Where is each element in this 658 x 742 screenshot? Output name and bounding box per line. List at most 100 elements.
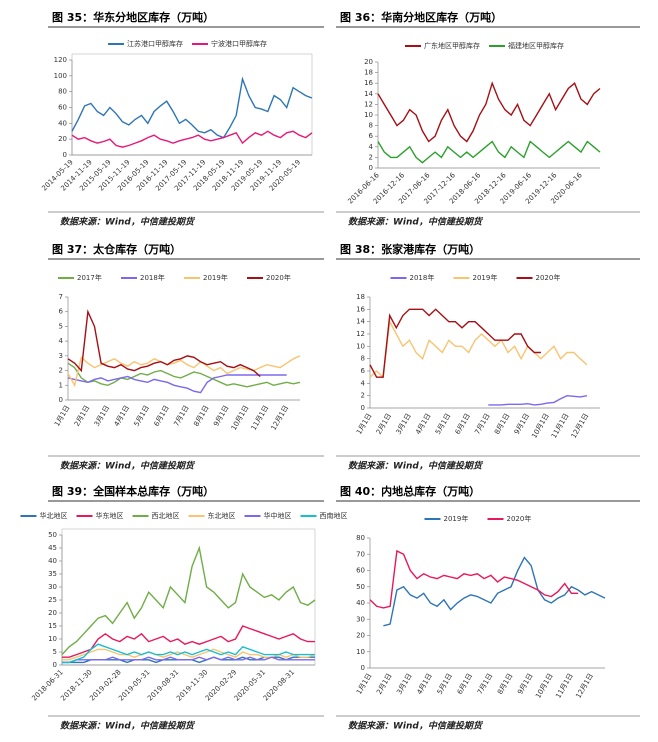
series-line: [377, 81, 601, 143]
y-tick-label: 0: [59, 396, 63, 404]
legend-label: 华中地区: [264, 511, 292, 520]
y-tick-label: 40: [356, 599, 365, 607]
x-tick-label: 3月1日: [93, 404, 111, 428]
x-tick-label: 12月1日: [270, 404, 291, 432]
y-tick-label: 0: [361, 664, 365, 672]
y-tick-label: 8: [361, 355, 365, 363]
y-tick-label: 6: [369, 132, 374, 140]
y-tick-label: 40: [48, 557, 57, 565]
x-tick-label: 9月1日: [516, 672, 534, 696]
x-tick-label: 2月1日: [73, 404, 91, 428]
source-note: 数据来源：Wind，中信建投期货: [348, 217, 484, 228]
x-tick-label: 10月1日: [530, 412, 551, 440]
y-tick-label: 60: [356, 567, 365, 575]
source-note: 数据来源：Wind，中信建投期货: [60, 721, 196, 732]
y-tick-label: 3: [59, 352, 63, 360]
x-tick-label: 8月1日: [496, 672, 514, 696]
y-tick-label: 10: [356, 648, 365, 656]
y-tick-label: 120: [54, 56, 67, 64]
x-tick-label: 10月1日: [230, 404, 251, 432]
y-tick-label: 4: [59, 337, 64, 345]
legend-label: 广东地区甲醇库存: [424, 41, 480, 50]
chart-title: 图 35：华东分地区库存（万吨）: [52, 10, 214, 24]
legend-label: 西北地区: [152, 511, 180, 520]
legend-label: 2019年: [203, 273, 228, 282]
x-tick-label: 6月1日: [153, 404, 171, 428]
y-tick-label: 14: [356, 318, 365, 326]
x-tick-label: 3月1日: [395, 412, 413, 436]
legend-label: 2020年: [507, 514, 532, 523]
series-line: [71, 130, 313, 148]
x-tick-label: 8月1日: [493, 412, 511, 436]
x-tick-label: 7月1日: [172, 404, 190, 428]
x-tick-label: 9月1日: [513, 412, 531, 436]
y-tick-label: 40: [58, 119, 67, 127]
legend-label: 2018年: [140, 273, 165, 282]
y-tick-label: 20: [364, 58, 373, 66]
legend-label: 2019年: [444, 514, 469, 523]
y-tick-label: 30: [356, 615, 365, 623]
y-tick-label: 6: [361, 367, 366, 375]
legend-label: 华东地区: [96, 511, 124, 520]
legend-label: 2018年: [410, 273, 435, 282]
legend-label: 2020年: [266, 273, 291, 282]
y-tick-label: 8: [369, 122, 373, 130]
y-tick-label: 4: [369, 143, 374, 151]
series-line: [67, 355, 301, 388]
y-tick-label: 12: [364, 100, 373, 108]
y-tick-label: 7: [59, 293, 63, 301]
chart-title: 图 37：太仓库存（万吨）: [52, 242, 181, 256]
legend-label: 江苏港口甲醇库存: [127, 39, 183, 48]
y-tick-label: 1: [59, 381, 63, 389]
chart-title: 图 40：内地总库存（万吨）: [340, 484, 480, 498]
x-tick-label: 4月1日: [414, 412, 432, 436]
y-tick-label: 80: [58, 88, 67, 96]
y-tick-label: 14: [364, 90, 373, 98]
y-tick-label: 60: [58, 104, 67, 112]
x-tick-label: 1月1日: [53, 404, 71, 428]
y-tick-label: 15: [48, 622, 57, 630]
y-tick-label: 0: [63, 151, 67, 159]
series-line: [62, 625, 315, 658]
y-tick-label: 35: [48, 570, 57, 578]
y-tick-label: 2: [59, 367, 63, 375]
x-tick-label: 6月1日: [456, 672, 474, 696]
series-line: [62, 656, 315, 664]
x-tick-label: 3月1日: [395, 672, 413, 696]
x-tick-label: 7月1日: [476, 672, 494, 696]
chart-title: 图 39：全国样本总库存（万吨）: [52, 484, 214, 498]
y-tick-label: 4: [361, 379, 366, 387]
chart-title: 图 38：张家港库存（万吨）: [340, 242, 480, 256]
y-tick-label: 100: [54, 72, 67, 80]
legend-label: 宁波港口甲醇库存: [211, 39, 267, 48]
series-line: [67, 309, 261, 378]
x-tick-label: 11月1日: [250, 404, 271, 432]
source-note: 数据来源：Wind，中信建投期货: [348, 461, 484, 472]
y-tick-label: 70: [356, 550, 365, 558]
x-tick-label: 6月1日: [454, 412, 472, 436]
legend-label: 东北地区: [208, 511, 236, 520]
y-tick-label: 20: [356, 632, 365, 640]
x-tick-label: 10月1日: [534, 672, 555, 700]
y-tick-label: 5: [59, 322, 63, 330]
x-tick-label: 5月1日: [434, 412, 452, 436]
y-tick-label: 50: [356, 583, 365, 591]
y-tick-label: 10: [364, 111, 373, 119]
x-tick-label: 9月1日: [212, 404, 230, 428]
series-line: [369, 549, 579, 609]
y-tick-label: 10: [48, 635, 57, 643]
y-tick-label: 0: [361, 404, 365, 412]
x-tick-label: 1月1日: [355, 672, 373, 696]
series-line: [67, 374, 287, 394]
y-tick-label: 80: [356, 534, 365, 542]
x-tick-label: 5月1日: [436, 672, 454, 696]
y-tick-label: 2: [361, 392, 365, 400]
x-tick-label: 12月1日: [570, 412, 591, 440]
y-tick-label: 50: [48, 531, 57, 539]
legend-label: 2019年: [473, 273, 498, 282]
x-tick-label: 4月1日: [416, 672, 434, 696]
y-tick-label: 0: [53, 661, 57, 669]
y-tick-label: 18: [356, 293, 365, 301]
y-tick-label: 20: [48, 609, 57, 617]
